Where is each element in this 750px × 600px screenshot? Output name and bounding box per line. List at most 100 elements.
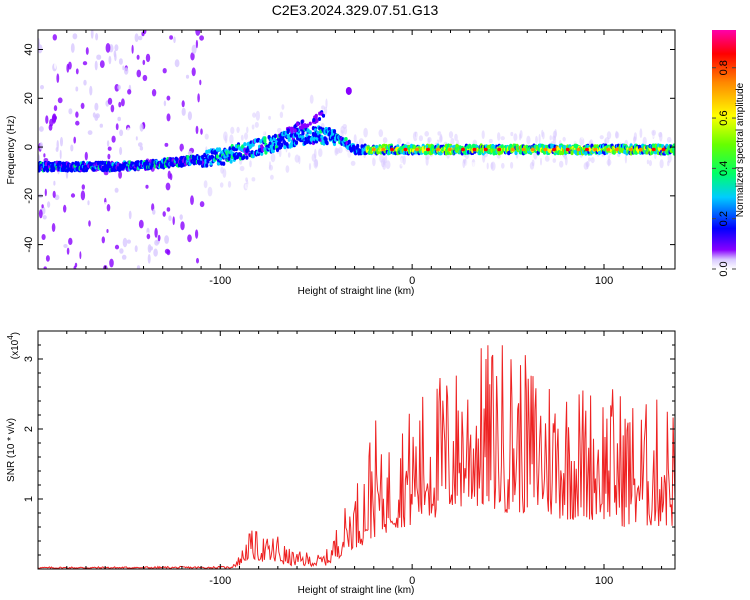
spectral-noise <box>145 53 151 63</box>
spectral-noise <box>304 103 308 112</box>
spectral-noise <box>200 128 203 135</box>
spectral-noise <box>604 137 610 144</box>
spectral-noise <box>367 163 370 168</box>
x-tick-label: -100 <box>209 275 231 287</box>
ridge-point <box>245 155 249 160</box>
ridge-peak <box>415 147 419 152</box>
spectral-noise <box>580 131 584 140</box>
spectral-noise <box>107 146 112 151</box>
ridge-peak <box>435 147 440 152</box>
spectral-noise <box>52 34 57 41</box>
spectral-noise <box>288 114 292 123</box>
streak-point <box>296 122 300 127</box>
ridge-point <box>229 159 233 164</box>
spectral-noise <box>70 43 75 53</box>
spectral-noise <box>227 181 232 188</box>
ridge-peak <box>510 147 515 152</box>
spectral-noise <box>225 179 229 187</box>
spectral-noise <box>119 129 124 137</box>
spectral-noise <box>291 171 294 176</box>
y-tick-label: 0 <box>23 144 35 150</box>
spectral-noise <box>38 44 43 54</box>
spectral-noise <box>190 195 194 206</box>
spectral-noise <box>431 156 434 165</box>
spectral-noise <box>118 101 122 108</box>
spectral-noise <box>162 211 166 217</box>
spectral-noise <box>152 209 156 215</box>
ridge-point <box>332 129 337 134</box>
ridge-point <box>263 138 267 144</box>
ridge-peak <box>606 147 611 152</box>
spectral-noise <box>305 169 311 174</box>
spectral-noise <box>42 215 47 220</box>
snr-line <box>38 345 675 569</box>
ridge-peak <box>381 147 386 152</box>
spectral-noise <box>416 132 419 140</box>
spectral-noise <box>448 155 454 163</box>
ridge-peak <box>390 147 395 152</box>
spectral-noise <box>105 253 109 263</box>
spectral-noise <box>386 131 391 138</box>
spectral-noise <box>108 55 112 65</box>
spectral-noise <box>87 130 93 136</box>
spectral-noise <box>88 177 93 187</box>
spectral-noise <box>73 136 76 144</box>
spectral-noise <box>65 50 70 59</box>
spectral-noise <box>220 122 224 129</box>
spectral-noise <box>402 155 406 165</box>
ridge-peak <box>585 147 589 152</box>
spectral-noise <box>101 142 107 147</box>
spectral-noise <box>56 73 60 83</box>
ridge-peak <box>638 147 643 152</box>
ridge-point <box>327 127 331 132</box>
x-tick-label: 0 <box>409 575 415 587</box>
spectral-noise <box>187 234 192 243</box>
spectral-noise <box>308 163 312 171</box>
spectral-noise <box>70 193 76 198</box>
spectral-noise <box>119 146 123 156</box>
spectral-noise <box>394 161 398 169</box>
spectral-noise <box>606 131 612 140</box>
spectral-noise <box>188 79 193 84</box>
spectral-noise <box>309 110 314 118</box>
spectral-noise <box>624 154 628 164</box>
spectral-noise <box>75 68 79 75</box>
spectral-noise <box>166 249 171 256</box>
ridge-point <box>203 152 207 158</box>
spectral-noise <box>666 136 672 143</box>
spectral-noise <box>473 161 477 168</box>
spectral-noise <box>101 236 106 244</box>
spectral-noise <box>273 110 278 117</box>
spectral-noise <box>363 127 368 138</box>
spectral-noise <box>105 43 111 53</box>
spectral-noise <box>195 56 200 64</box>
ridge-peak <box>628 147 633 152</box>
spectral-noise <box>454 133 458 142</box>
spectral-noise <box>380 158 386 168</box>
ridge-peak <box>593 147 598 152</box>
spectral-noise <box>68 61 72 70</box>
spectral-noise <box>179 214 183 220</box>
spectral-noise <box>124 67 129 75</box>
spectral-noise <box>314 96 319 105</box>
spectral-noise <box>544 139 546 145</box>
spectral-noise <box>366 153 369 161</box>
spectral-noise <box>500 136 505 141</box>
spectral-noise <box>111 135 116 143</box>
spectral-noise <box>73 265 77 269</box>
spectral-noise <box>70 144 74 152</box>
spectral-noise <box>204 133 209 140</box>
spectral-noise <box>83 79 87 86</box>
spectral-noise <box>126 239 131 244</box>
spectral-noise <box>309 94 314 104</box>
spectral-noise <box>646 159 650 165</box>
spectral-noise <box>353 134 357 143</box>
ridge-point <box>242 155 246 160</box>
spectral-noise <box>39 126 44 132</box>
spectral-noise <box>126 127 131 134</box>
spectral-noise <box>117 116 121 122</box>
y-tick-label: 2 <box>23 426 35 432</box>
spectral-noise <box>270 106 273 116</box>
spectral-noise <box>164 142 169 147</box>
spectral-noise <box>80 102 85 109</box>
